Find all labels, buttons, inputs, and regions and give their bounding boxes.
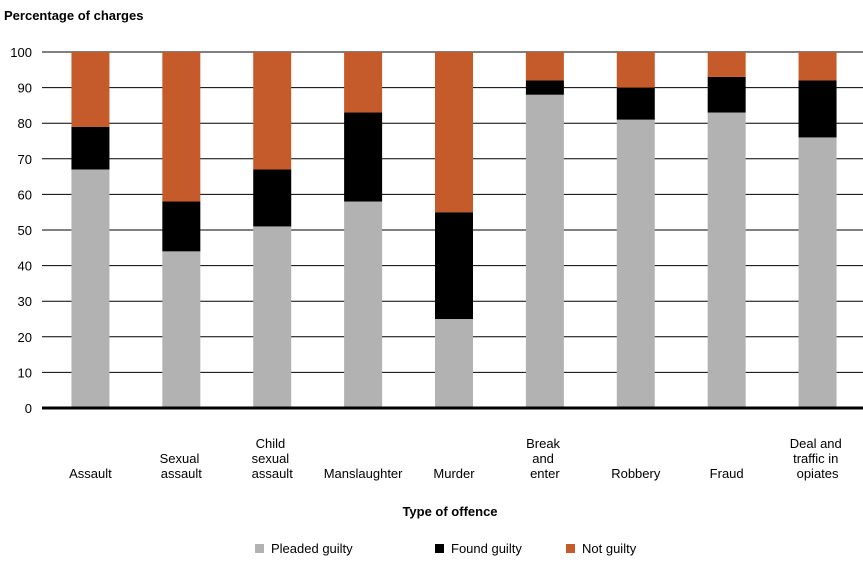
y-tick-label: 50 [18, 223, 32, 238]
legend-label: Not guilty [582, 541, 637, 556]
y-tick-label: 40 [18, 259, 32, 274]
bar-segment [344, 201, 383, 408]
y-tick-label: 30 [18, 294, 32, 309]
x-tick-label: Sexual assault [160, 451, 203, 481]
x-tick-label: Robbery [611, 466, 661, 481]
x-tick-label: Break and enter [526, 436, 564, 481]
y-tick-label: 90 [18, 81, 32, 96]
bar-segment [616, 87, 655, 120]
bar-segment [616, 52, 655, 88]
y-tick-label: 60 [18, 187, 32, 202]
y-tick-label: 10 [18, 365, 32, 380]
x-tick-label: Manslaughter [324, 466, 403, 481]
y-tick-label: 0 [25, 401, 32, 416]
y-tick-label: 20 [18, 330, 32, 345]
bar-segment [71, 126, 110, 170]
bar-segment [798, 52, 837, 81]
legend-swatch [566, 544, 575, 553]
legend-label: Found guilty [451, 541, 522, 556]
bar-segment [344, 52, 383, 113]
chart-title: Percentage of charges [4, 8, 143, 23]
bar-segment [616, 119, 655, 408]
bar-segment [525, 94, 564, 408]
bar-segment [253, 52, 292, 170]
bar-segment [435, 212, 473, 319]
bar-segment [707, 52, 746, 77]
x-tick-label: Murder [433, 466, 475, 481]
bar-segment [253, 226, 292, 408]
bar-segment [344, 112, 383, 202]
bar-segment [71, 52, 110, 127]
bar-segment [707, 76, 746, 113]
x-tick-label: Child sexual assault [252, 436, 294, 481]
y-tick-label: 100 [10, 45, 32, 60]
bar-segment [435, 52, 473, 213]
bar-segment [435, 319, 473, 408]
x-tick-label: Assault [69, 466, 112, 481]
bar-segment [525, 52, 564, 81]
bar-segment [798, 137, 837, 408]
legend-label: Pleaded guilty [271, 541, 353, 556]
legend-swatch [435, 544, 444, 553]
bar-segment [525, 80, 564, 95]
legend-swatch [255, 544, 264, 553]
bar-segment [162, 52, 201, 202]
bar-segment [162, 201, 201, 252]
bar-segment [253, 169, 292, 227]
x-axis-title: Type of offence [402, 504, 497, 519]
bar-segment [707, 112, 746, 409]
bar-segment [798, 80, 837, 138]
x-tick-label: Fraud [710, 466, 744, 481]
x-tick-label: Deal and traffic in opiates [790, 436, 846, 481]
y-tick-label: 70 [18, 152, 32, 167]
y-tick-label: 80 [18, 116, 32, 131]
bar-segment [71, 169, 110, 408]
bar-segment [162, 251, 201, 408]
